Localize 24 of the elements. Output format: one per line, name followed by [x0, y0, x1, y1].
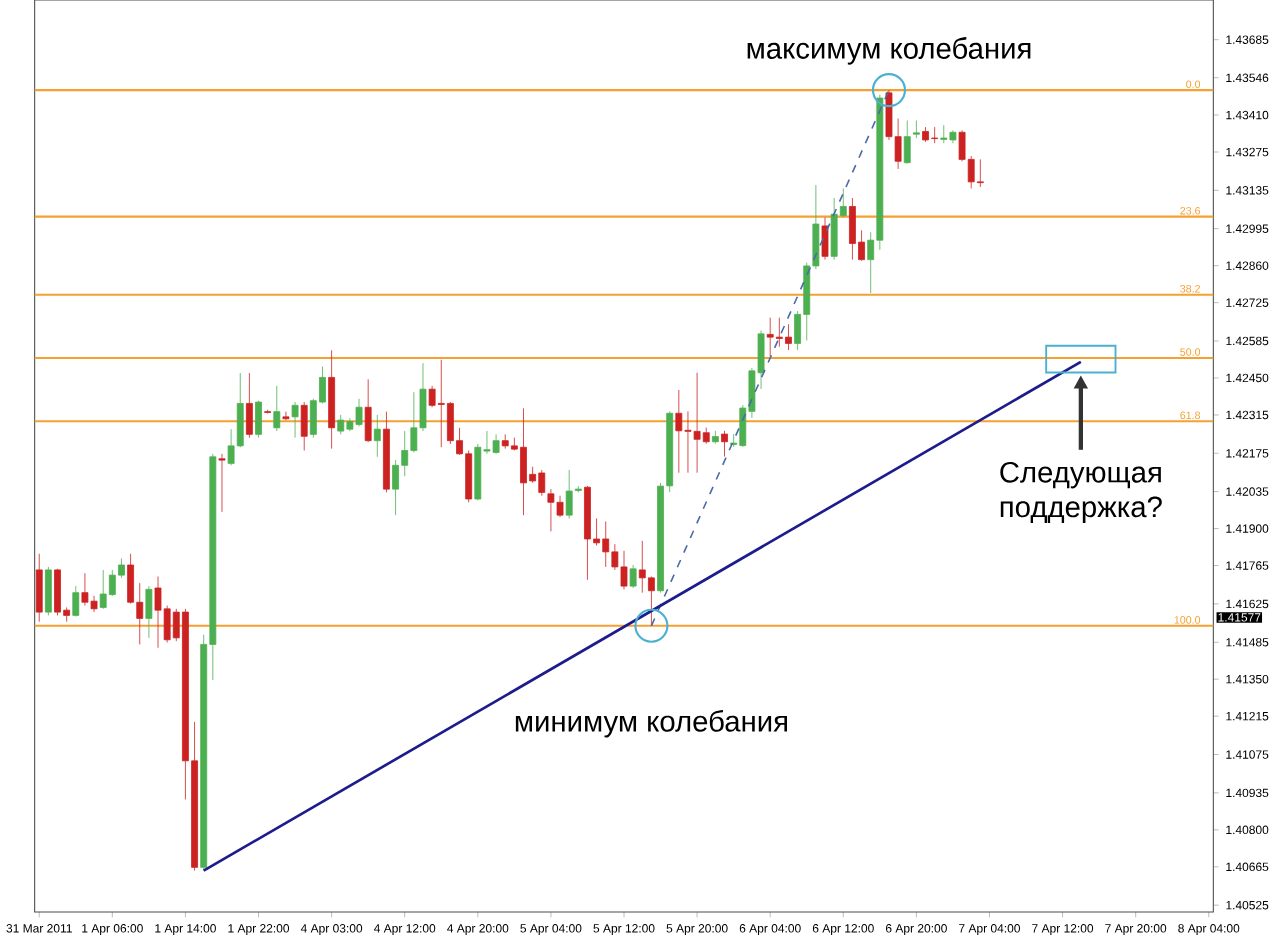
candlestick [711, 430, 719, 445]
candlestick [629, 564, 637, 589]
candlestick [912, 120, 920, 139]
candlestick [976, 159, 984, 188]
candlestick [721, 430, 728, 457]
candlestick [903, 120, 911, 164]
candlestick [255, 401, 262, 439]
annotation: Следующая поддержка? [1000, 461, 1162, 524]
candlestick [383, 411, 390, 493]
candlestick [291, 401, 299, 439]
candlestick [218, 453, 226, 513]
candlestick [44, 566, 52, 616]
candlestick [821, 217, 829, 261]
candlestick [35, 553, 43, 623]
candlestick [300, 401, 308, 451]
candlestick [328, 349, 336, 450]
annotation: минимум колебания [515, 709, 787, 738]
candlestick [273, 385, 281, 432]
candlestick [245, 372, 253, 439]
candlestick [72, 585, 80, 616]
annotation: максимум колебания [747, 37, 1031, 65]
candlestick [364, 378, 372, 442]
candlestick [145, 585, 153, 639]
candlestick [373, 414, 381, 458]
